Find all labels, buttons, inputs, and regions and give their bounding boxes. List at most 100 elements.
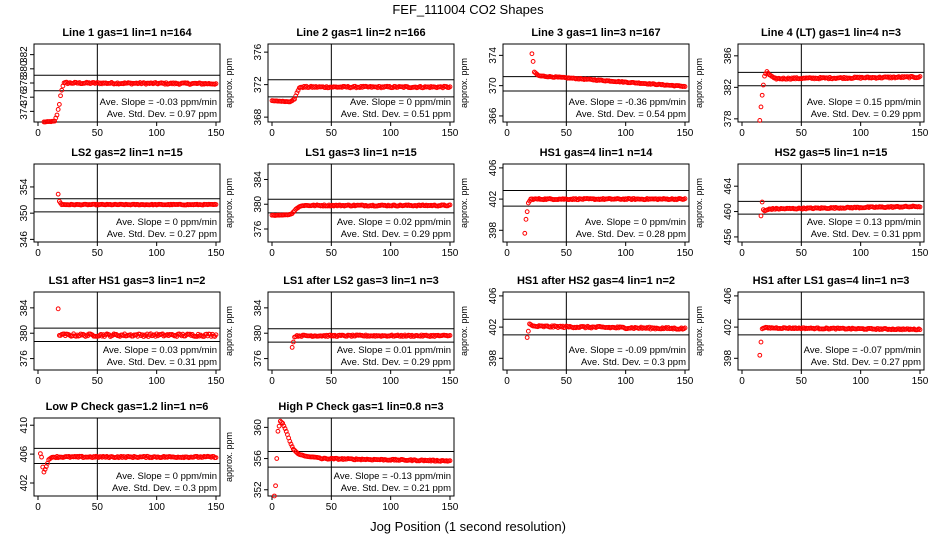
y-tick-label: 380: [19, 60, 30, 77]
y-tick-label: 376: [253, 43, 264, 60]
data-point: [758, 104, 764, 110]
data-point: [281, 423, 287, 429]
x-tick-label: 100: [382, 248, 399, 259]
x-tick-label: 50: [326, 502, 338, 513]
panel-title: High P Check gas=1 lin=0.8 n=3: [278, 401, 443, 413]
data-point: [58, 93, 63, 99]
x-tick-label: 150: [442, 128, 459, 139]
data-point: [759, 92, 765, 98]
data-point: [522, 230, 528, 236]
y-tick-label: 402: [488, 190, 499, 207]
data-points: [522, 196, 688, 236]
panel-title: HS2 gas=5 lin=1 n=15: [775, 147, 888, 159]
y-tick-label: 464: [723, 177, 734, 194]
y-tick-label: 460: [723, 203, 734, 220]
panel-title: Line 1 gas=1 lin=1 n=164: [62, 27, 192, 39]
std-dev-annotation: Ave. Std. Dev. = 0.27 ppm: [107, 229, 217, 240]
slope-annotation: Ave. Slope = -0.36 ppm/min: [569, 97, 686, 108]
x-tick-label: 150: [677, 128, 694, 139]
data-point: [187, 331, 193, 337]
y-tick-label: 378: [723, 110, 734, 127]
y-tick-label: 360: [253, 419, 264, 436]
data-point: [56, 102, 62, 107]
x-tick-label: 150: [442, 248, 459, 259]
y-tick-label: 350: [19, 204, 30, 221]
data-points: [289, 332, 453, 350]
x-tick-label: 100: [382, 128, 399, 139]
y-tick-label: 354: [19, 178, 30, 195]
data-point: [174, 334, 180, 339]
x-tick-label: 50: [796, 376, 808, 387]
data-points: [269, 202, 453, 218]
y-tick-label: 406: [19, 445, 30, 462]
y-tick-label: 384: [19, 299, 30, 316]
y-tick-label: 370: [488, 77, 499, 94]
x-tick-label: 0: [35, 502, 41, 513]
x-tick-label: 0: [739, 376, 745, 387]
x-tick-label: 100: [617, 248, 634, 259]
y-tick-label: 402: [19, 474, 30, 491]
panel-title: LS2 gas=2 lin=1 n=15: [71, 147, 183, 159]
slope-annotation: Ave. Slope = 0 ppm/min: [350, 97, 451, 108]
panel-title: Line 2 gas=1 lin=2 n=166: [296, 27, 425, 39]
data-point: [762, 73, 767, 79]
chart-panel: High P Check gas=1 lin=0.8 n=3 approx. pp…: [224, 401, 459, 513]
data-point: [276, 423, 282, 429]
x-tick-label: 150: [912, 128, 929, 139]
data-point: [41, 469, 47, 475]
data-point: [682, 325, 688, 331]
data-point: [55, 191, 61, 197]
y-axis-label: approx. ppm: [694, 306, 704, 356]
std-dev-annotation: Ave. Std. Dev. = 0.3 ppm: [112, 483, 217, 494]
data-point: [682, 196, 688, 202]
x-tick-label: 100: [148, 128, 165, 139]
data-point: [524, 209, 530, 215]
data-points: [55, 306, 219, 339]
data-point: [757, 352, 763, 358]
data-points: [524, 321, 688, 340]
y-axis-label: approx. ppm: [224, 432, 234, 482]
chart-panel: HS1 after LS1 gas=4 lin=1 n=3 approx. ppm…: [694, 275, 929, 387]
chart-panel: HS2 gas=5 lin=1 n=15 approx. ppm 0 50 100 150…: [694, 147, 929, 259]
x-tick-label: 100: [382, 502, 399, 513]
std-dev-annotation: Ave. Std. Dev. = 0.31 ppm: [107, 357, 217, 368]
x-tick-label: 50: [561, 376, 573, 387]
slope-annotation: Ave. Slope = 0.15 ppm/min: [807, 97, 921, 108]
panel-title: Line 3 gas=1 lin=3 n=167: [531, 27, 660, 39]
y-axis-label: approx. ppm: [224, 306, 234, 356]
data-points: [269, 83, 453, 105]
slope-annotation: Ave. Slope = 0 ppm/min: [116, 471, 217, 482]
std-dev-annotation: Ave. Std. Dev. = 0.29 ppm: [811, 109, 921, 120]
data-point: [759, 199, 765, 205]
y-tick-label: 398: [723, 350, 734, 367]
data-point: [585, 323, 591, 329]
data-points: [55, 191, 219, 208]
data-point: [39, 454, 44, 460]
x-tick-label: 50: [796, 248, 808, 259]
chart-panel: Line 2 gas=1 lin=2 n=166 approx. ppm 0 50 10…: [224, 27, 459, 139]
data-points: [757, 69, 923, 123]
x-tick-label: 50: [561, 248, 573, 259]
data-points: [271, 418, 453, 499]
plot-frame: [33, 163, 221, 243]
x-tick-label: 0: [269, 376, 275, 387]
slope-annotation: Ave. Slope = 0.02 ppm/min: [337, 217, 451, 228]
data-point: [288, 441, 294, 447]
data-point: [153, 333, 158, 339]
slope-annotation: Ave. Slope = 0.03 ppm/min: [103, 345, 217, 356]
x-tick-label: 50: [326, 128, 338, 139]
y-tick-label: 386: [723, 47, 734, 64]
y-tick-label: 406: [488, 159, 499, 176]
data-points: [529, 51, 688, 89]
data-point: [55, 107, 61, 112]
plot-frame: [737, 291, 925, 371]
data-point: [279, 419, 284, 425]
y-axis-label: approx. ppm: [459, 306, 469, 356]
plot-frame: [267, 291, 455, 371]
panel-title: Line 4 (LT) gas=1 lin=4 n=3: [761, 27, 901, 39]
x-tick-label: 100: [852, 248, 869, 259]
page-title: FEF_111004 CO2 Shapes: [392, 2, 544, 17]
plot-frame: [267, 43, 455, 123]
std-dev-annotation: Ave. Std. Dev. = 0.21 ppm: [341, 483, 451, 494]
